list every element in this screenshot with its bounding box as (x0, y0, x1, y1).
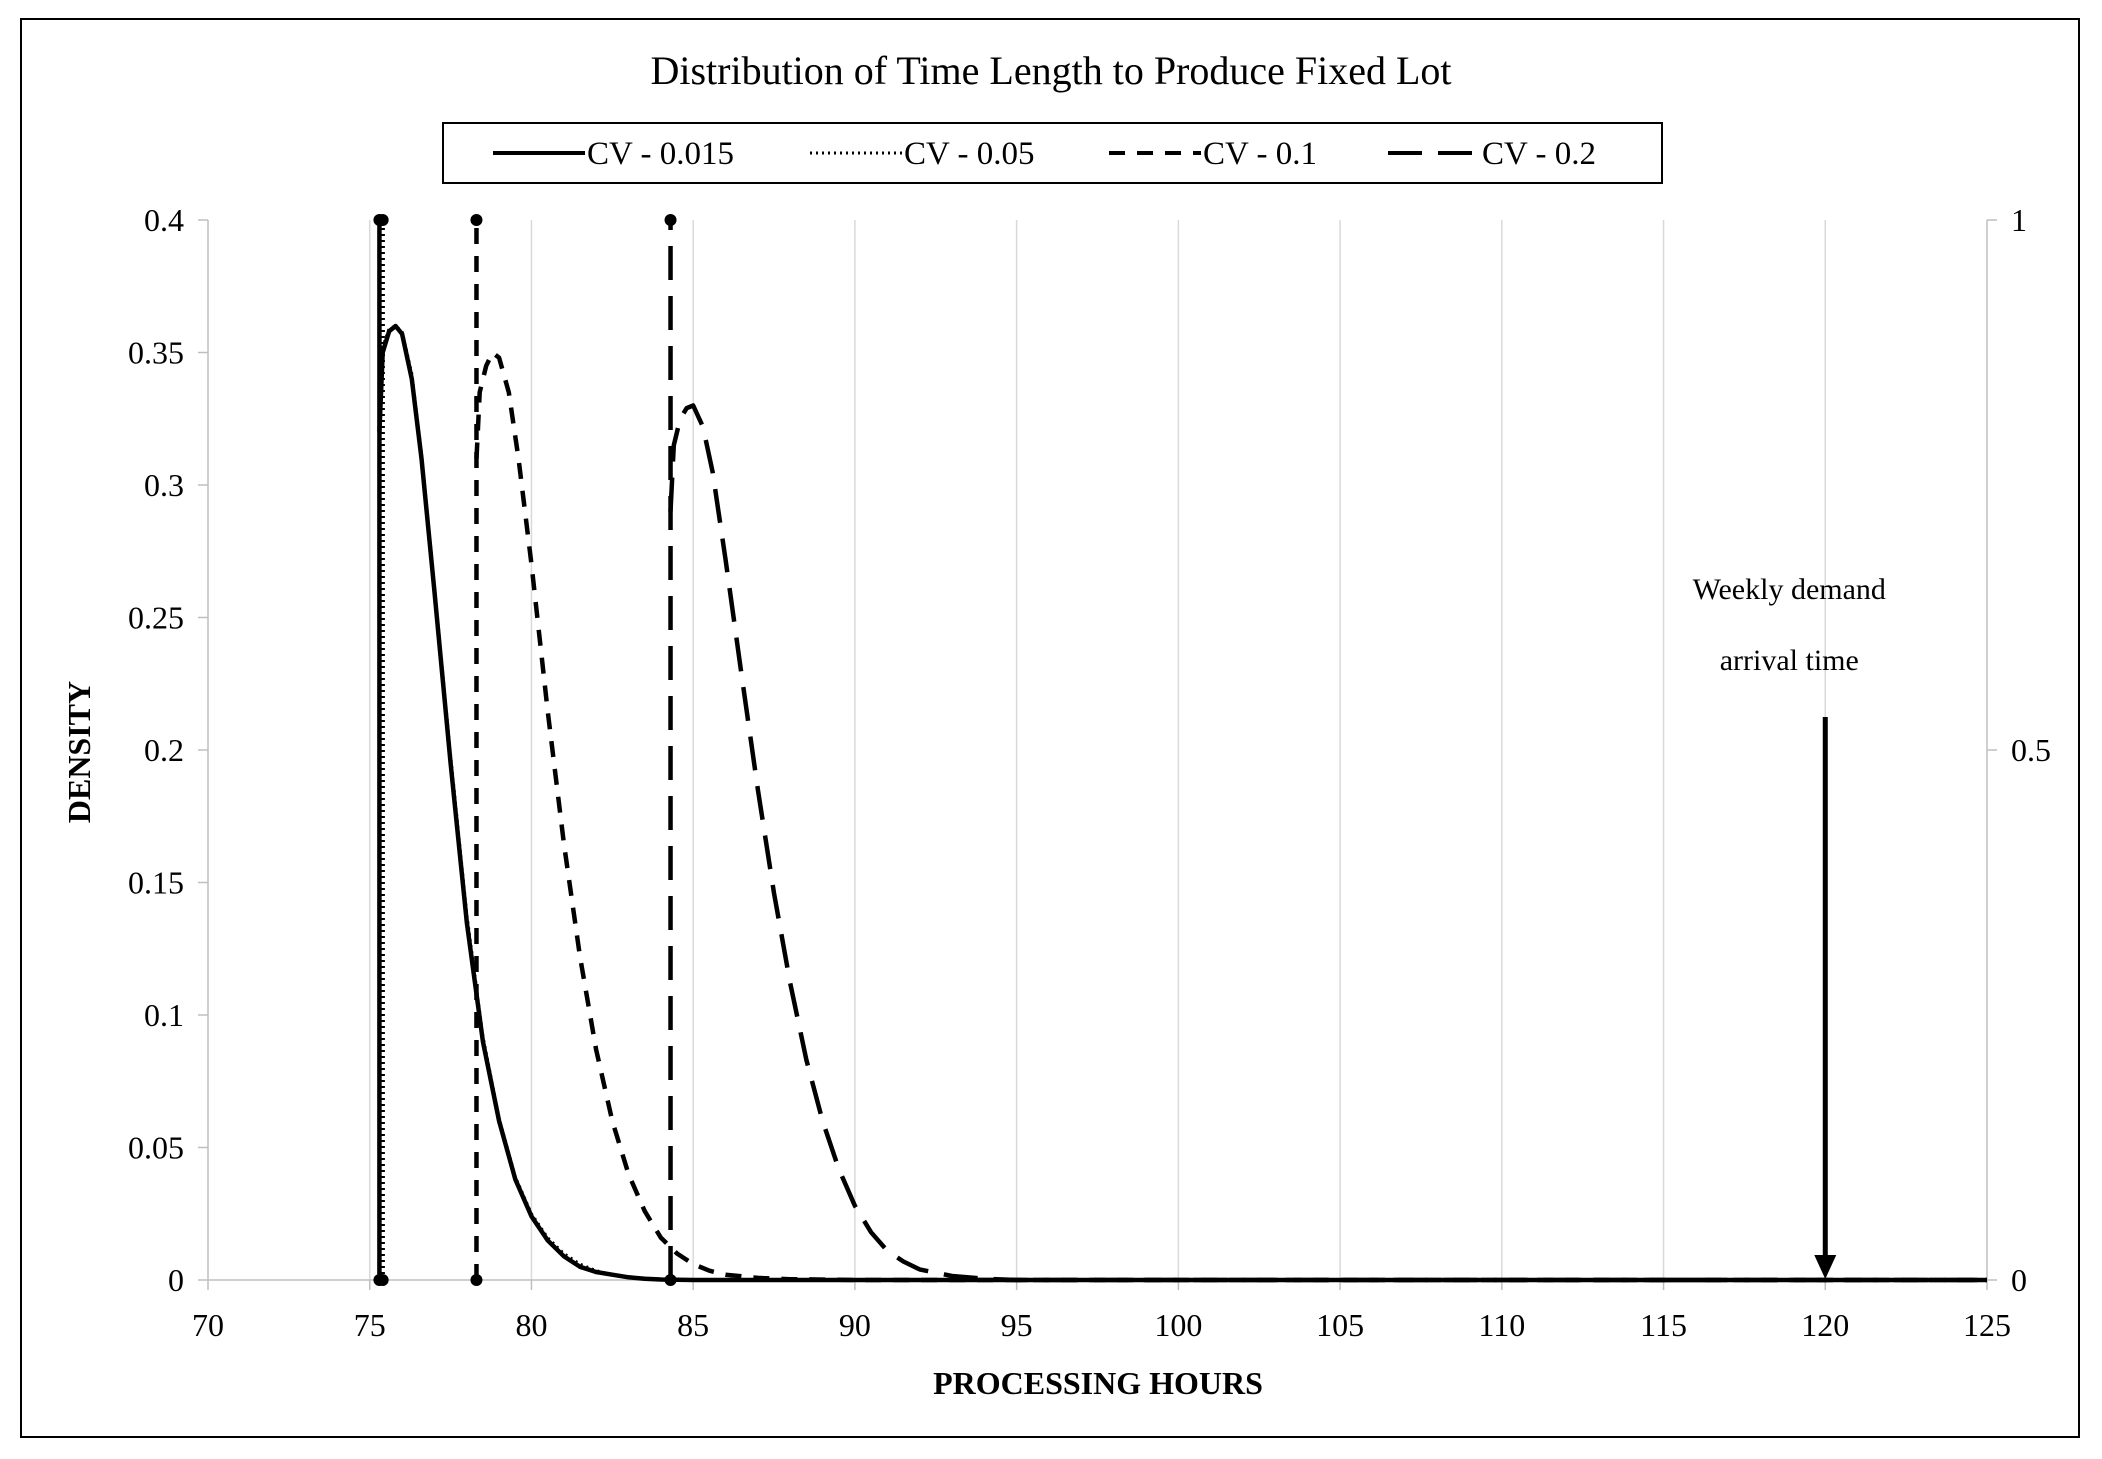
vertical-marker-point (664, 214, 677, 226)
legend-label: CV - 0.1 (1203, 136, 1317, 172)
y-tick-label: 0.35 (128, 335, 184, 371)
x-tick-label: 85 (677, 1307, 709, 1343)
legend-label: CV - 0.05 (904, 136, 1035, 172)
legend: CV - 0.015 CV - 0.05 CV - 0.1 CV - 0.2 (442, 122, 1663, 184)
chart-frame (20, 18, 2080, 1438)
series-line-1 (377, 323, 1987, 1283)
x-tick-label: 90 (839, 1307, 871, 1343)
axes: 0 0.05 0.1 0.15 0.2 0.25 0.3 0.35 0.4 0 0.5 1 70 75 80… (128, 202, 2051, 1343)
y-axis-title: DENSITY (61, 681, 97, 823)
x-tick-label: 120 (1801, 1307, 1849, 1343)
annotation-line-2: arrival time (1720, 644, 1859, 677)
series-layer (377, 323, 1987, 1283)
annotation: Weekly demand arrival time (1693, 573, 1886, 1279)
vertical-markers (373, 214, 677, 1286)
x-tick-label: 115 (1640, 1307, 1687, 1343)
x-tick-label: 100 (1154, 1307, 1202, 1343)
vertical-marker-point (470, 214, 483, 226)
vertical-marker-point (470, 1274, 483, 1286)
y-tick-label: 0.05 (128, 1130, 184, 1166)
x-tick-label: 105 (1316, 1307, 1364, 1343)
x-tick-label: 70 (192, 1307, 224, 1343)
y-tick-label: 0.1 (144, 997, 184, 1033)
x-tick-label: 125 (1963, 1307, 2011, 1343)
x-tick-label: 75 (354, 1307, 386, 1343)
y-tick-label: 0 (168, 1262, 184, 1298)
series-line-3 (474, 350, 1987, 1283)
y2-tick-label: 0 (2011, 1262, 2027, 1298)
y-tick-label: 0.15 (128, 865, 184, 901)
annotation-arrow-head (1814, 1255, 1837, 1279)
y-tick-label: 0.3 (144, 467, 184, 503)
y2-tick-label: 0.5 (2011, 732, 2051, 768)
x-tick-label: 95 (1001, 1307, 1033, 1343)
series-line-2 (377, 324, 1987, 1282)
x-tick-label: 80 (515, 1307, 547, 1343)
chart-title: Distribution of Time Length to Produce F… (650, 48, 1451, 93)
y-tick-label: 0.2 (144, 732, 184, 768)
x-axis-title: PROCESSING HOURS (933, 1365, 1263, 1401)
series-line-4 (668, 403, 1987, 1283)
gridlines (368, 220, 1827, 1280)
y2-tick-label: 1 (2011, 202, 2027, 238)
y-tick-label: 0.25 (128, 600, 184, 636)
annotation-line-1: Weekly demand (1693, 573, 1886, 606)
vertical-marker-point (376, 214, 389, 226)
y-tick-label: 0.4 (144, 202, 184, 238)
vertical-marker-point (664, 1274, 677, 1286)
legend-label: CV - 0.015 (587, 136, 734, 172)
legend-label: CV - 0.2 (1482, 136, 1596, 172)
x-tick-label: 110 (1478, 1307, 1525, 1343)
vertical-marker-point (376, 1274, 389, 1286)
